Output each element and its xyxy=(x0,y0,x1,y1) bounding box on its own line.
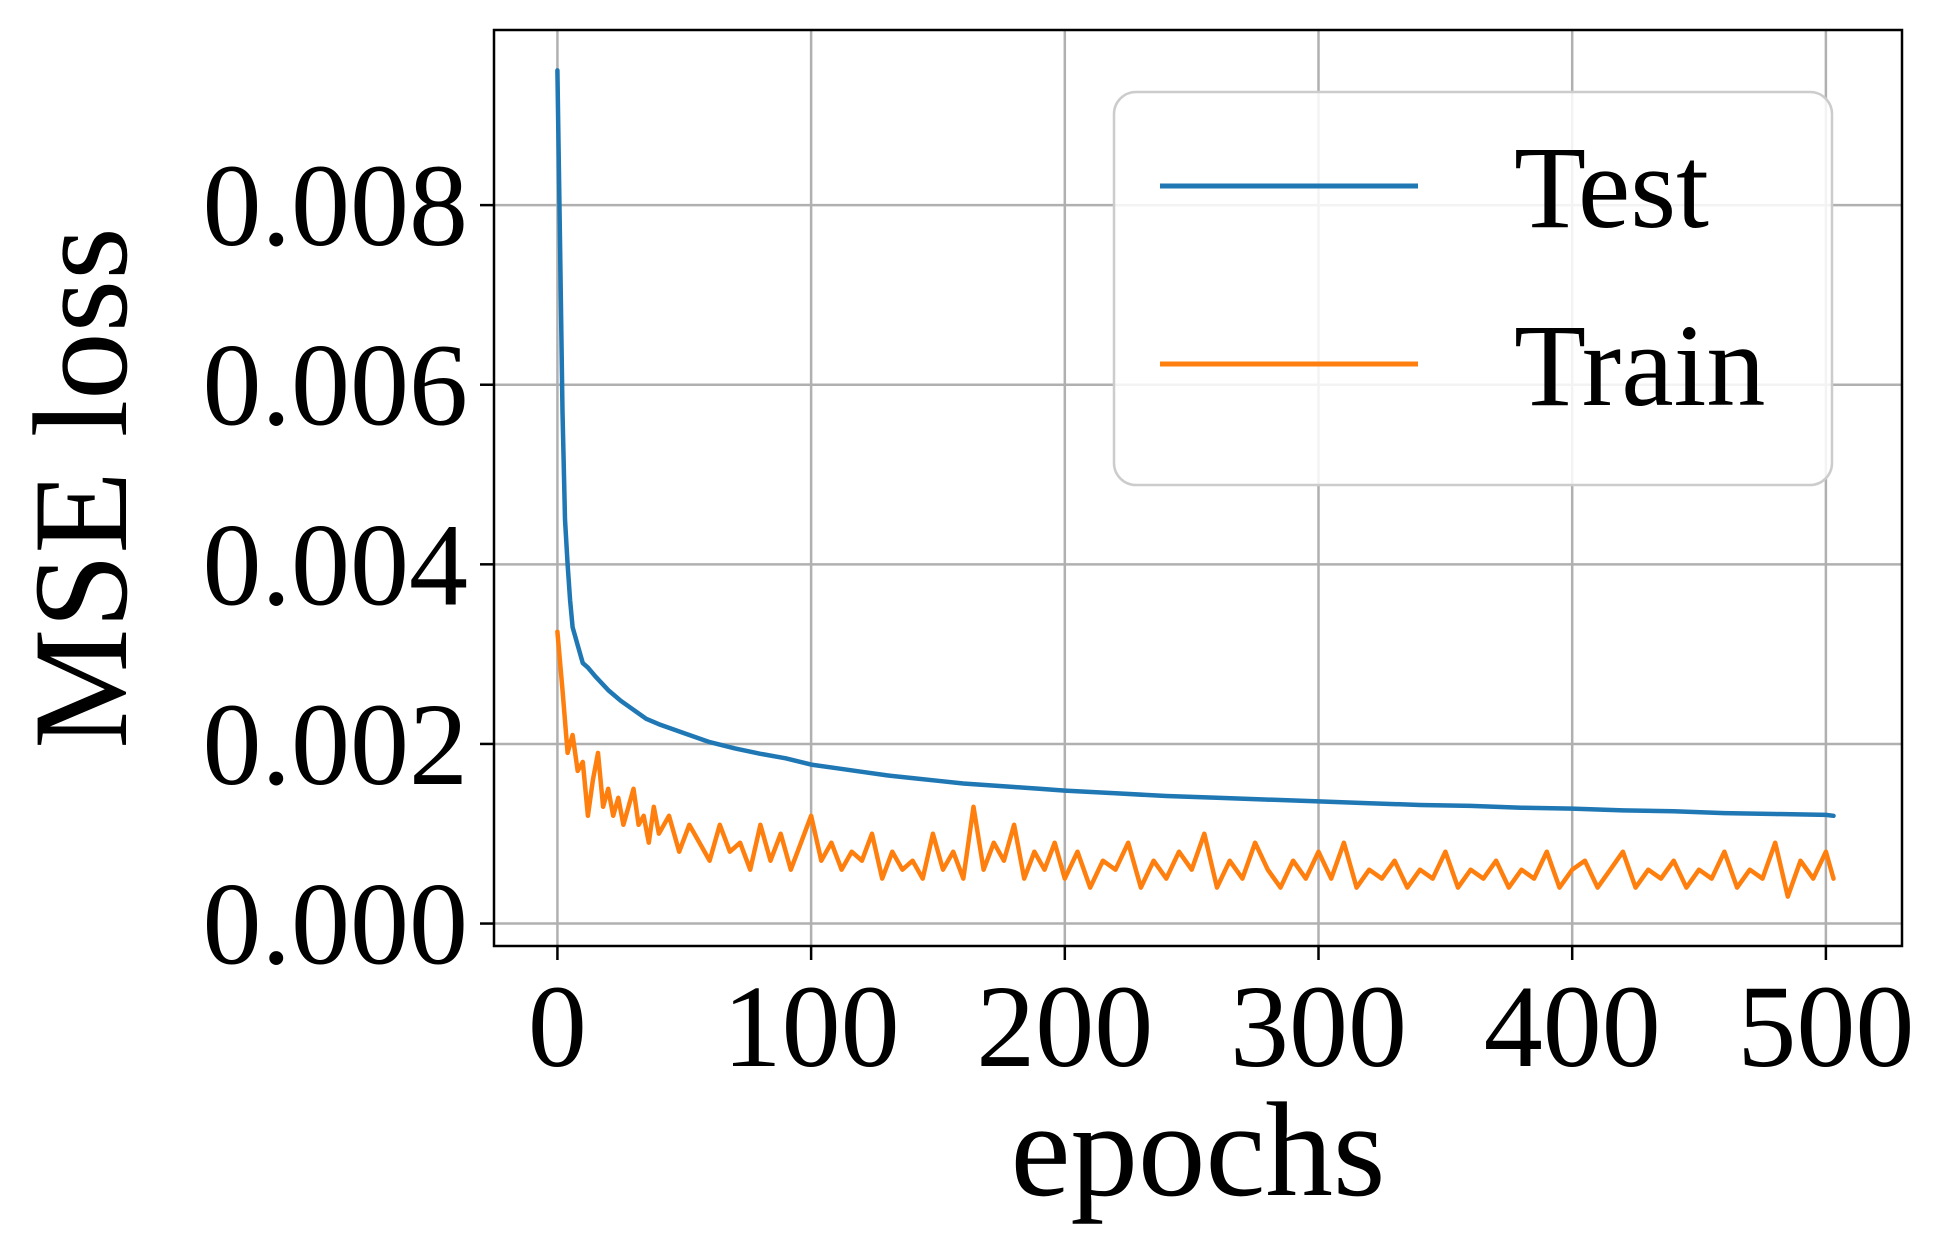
x-axis-label: epochs xyxy=(1011,1076,1386,1225)
x-tick-label: 300 xyxy=(1230,961,1407,1092)
y-tick-label: 0.000 xyxy=(203,859,469,990)
series-line-train xyxy=(555,629,1836,899)
y-tick-label: 0.002 xyxy=(203,679,469,810)
series-line-test xyxy=(555,68,1836,819)
y-axis-label: MSE loss xyxy=(7,227,156,748)
legend-box xyxy=(1112,90,1834,487)
plot-frame xyxy=(492,28,1904,948)
series-layer xyxy=(555,68,1836,899)
x-tick-label: 200 xyxy=(976,961,1153,1092)
y-tick-label: 0.004 xyxy=(203,499,469,630)
axis-ticks: 0 100 200 300 400 500 0.000 0.002 0.004 0.006 0.00… xyxy=(203,140,1915,1092)
y-tick-label: 0.008 xyxy=(203,140,469,271)
x-tick-label: 0 xyxy=(528,961,587,1092)
legend-label-train: Train xyxy=(1514,300,1765,431)
legend-label-test: Test xyxy=(1514,122,1709,253)
legend: Test Train xyxy=(1112,90,1834,487)
x-tick-label: 400 xyxy=(1484,961,1661,1092)
y-tick-label: 0.006 xyxy=(203,320,469,451)
x-tick-label: 100 xyxy=(723,961,900,1092)
x-tick-label: 500 xyxy=(1737,961,1914,1092)
